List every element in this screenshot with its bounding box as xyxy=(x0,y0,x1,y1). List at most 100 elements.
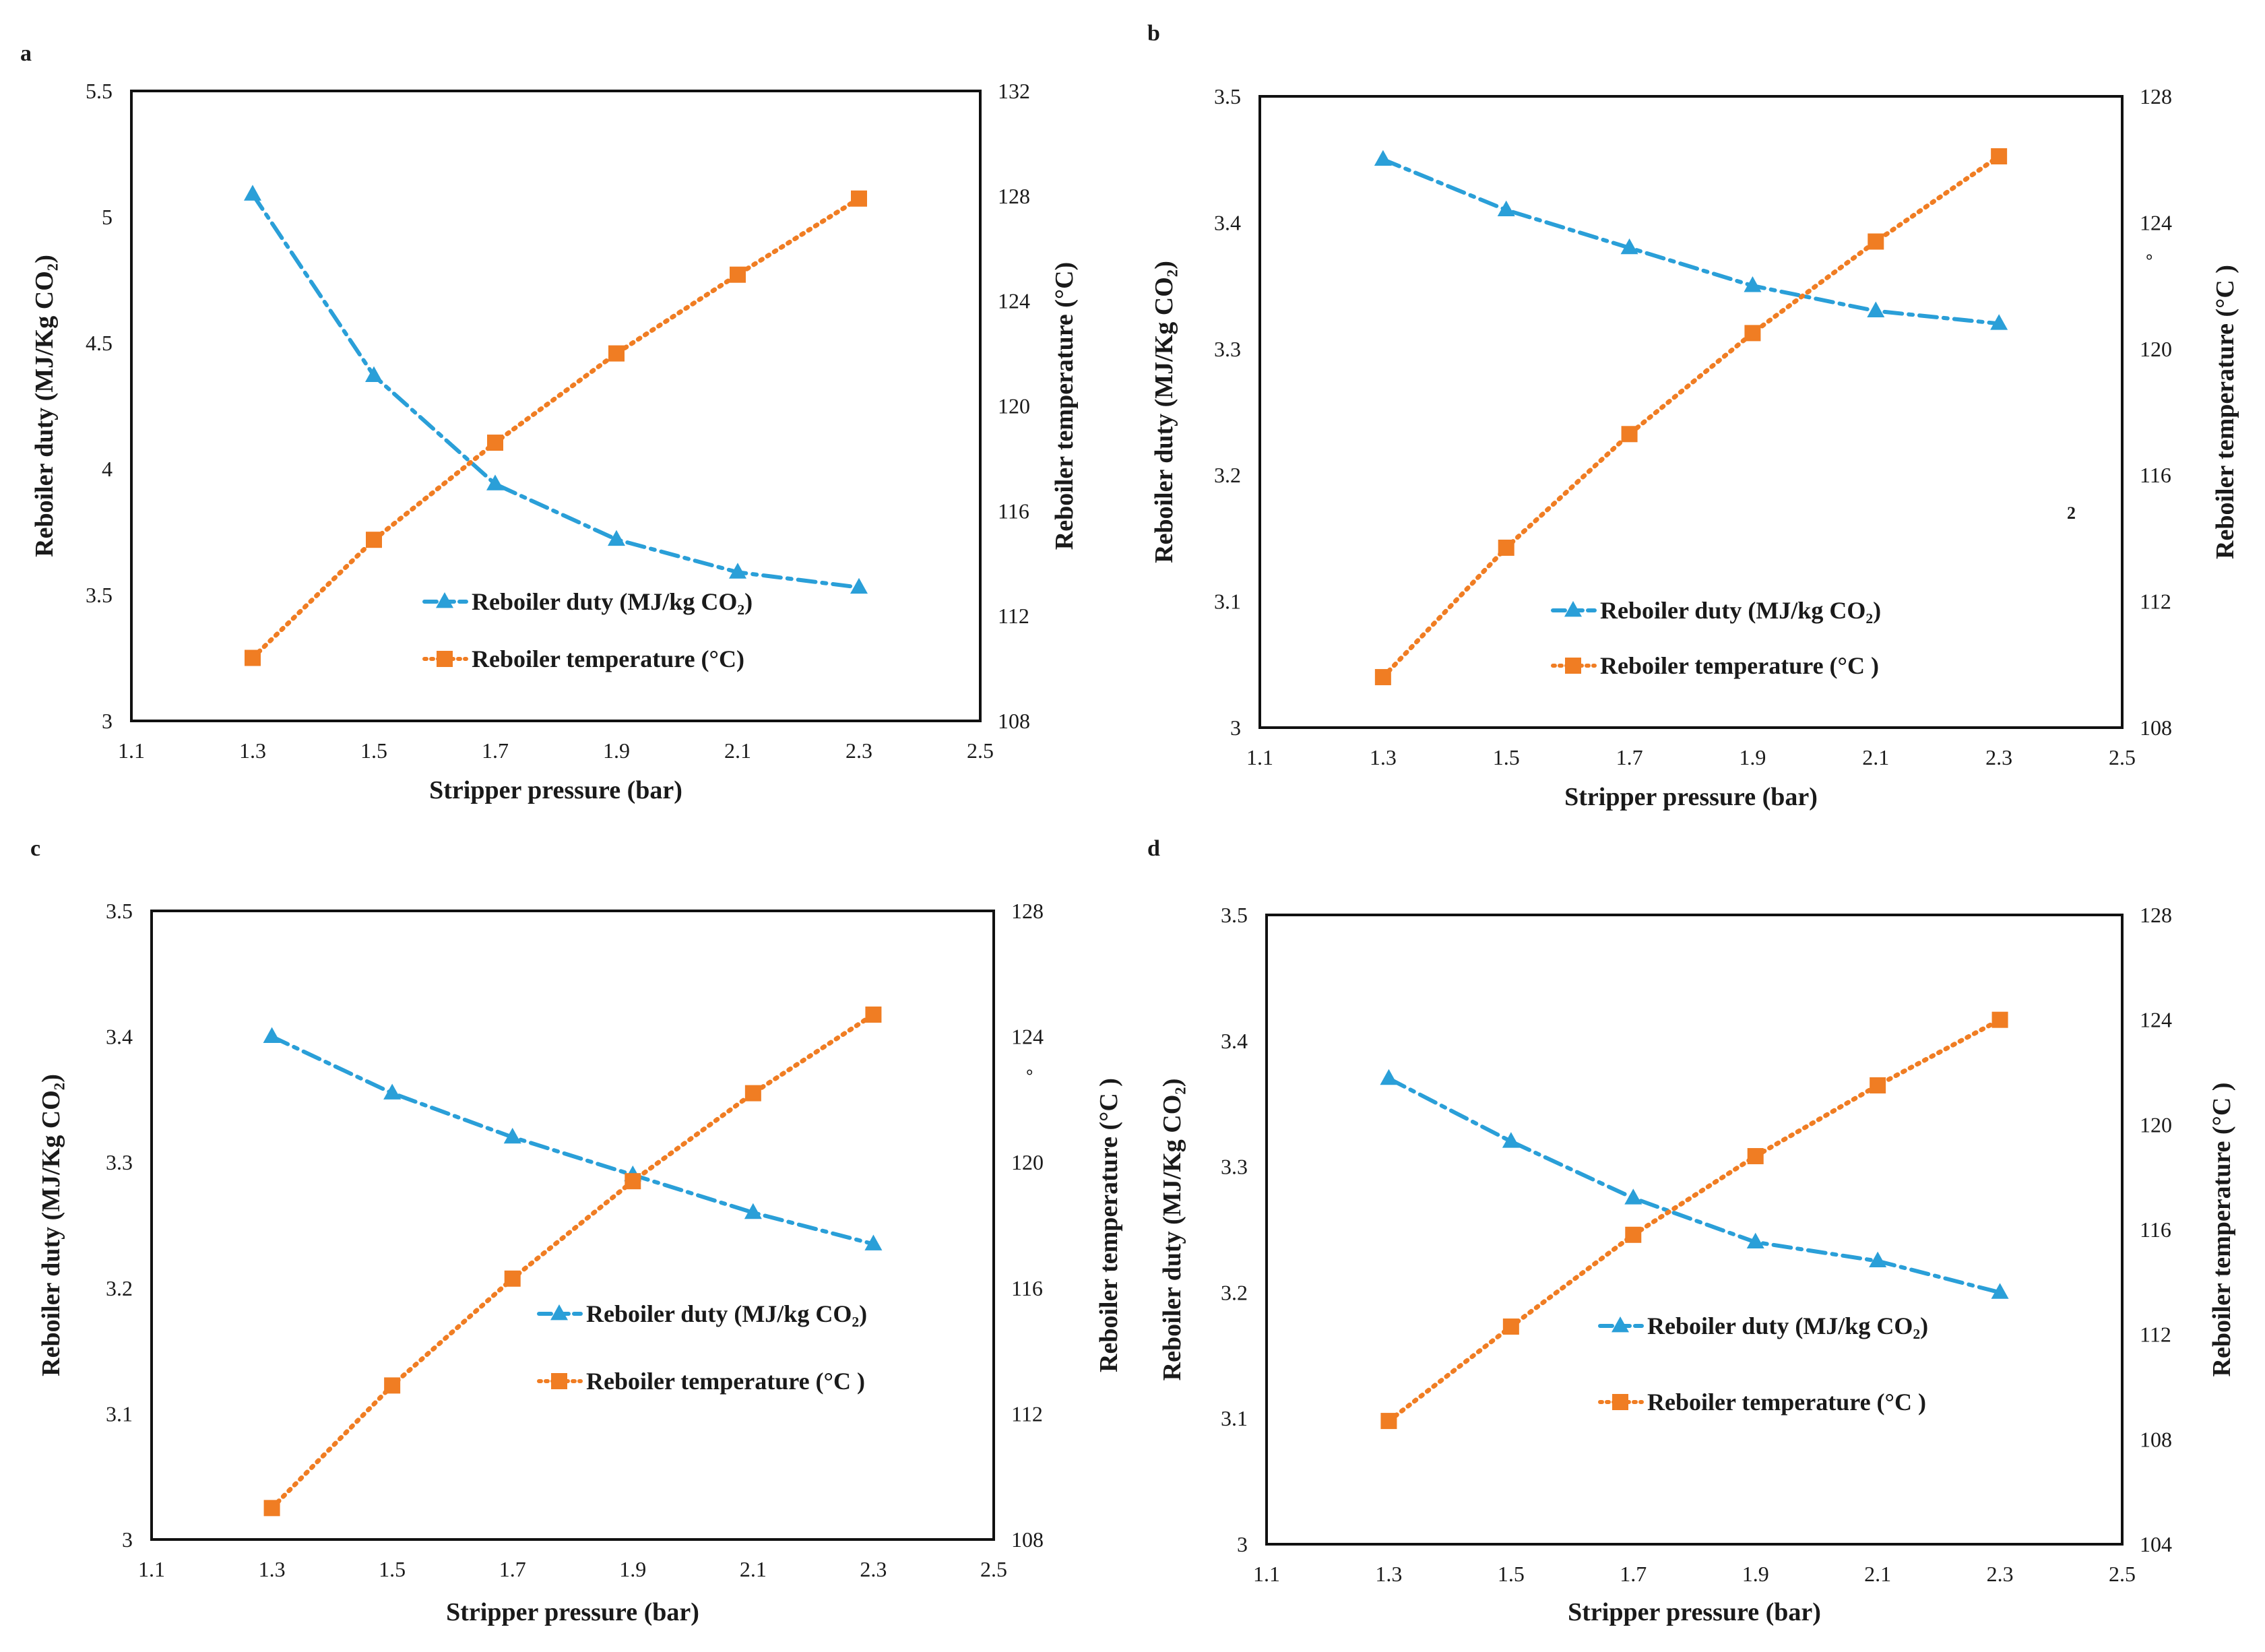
legend-temperature-label: Reboiler temperature (°C ) xyxy=(1647,1389,1926,1416)
y-tick-label: 5 xyxy=(102,205,113,229)
y2-axis-title: Reboiler temperature (°C ) xyxy=(2208,1083,2236,1377)
duty-point xyxy=(383,1083,402,1100)
temperature-point xyxy=(384,1377,401,1394)
x-tick-label: 1.7 xyxy=(1620,1562,1647,1586)
x-tick-label: 2.3 xyxy=(860,1557,887,1581)
y2-tick-label: 124 xyxy=(1011,1025,1044,1049)
y-tick-label: 3.2 xyxy=(1221,1280,1248,1304)
y2-tick-label: 116 xyxy=(998,499,1029,523)
y2-axis-title: Reboiler temperature (°C ) xyxy=(2211,265,2239,559)
y2-tick-label: 128 xyxy=(998,184,1030,208)
temperature-point xyxy=(245,649,261,666)
chart-panel-d: d 1.1 1.3 1.5 1.7 1.9 2.1 2.3 2.5 3 3.1 3.2 3.3 3.4 3.… xyxy=(1147,836,2236,1626)
x-tick-label: 2.5 xyxy=(2109,1562,2136,1586)
x-tick-label: 1.7 xyxy=(1616,745,1643,769)
y-tick-label: 3.5 xyxy=(86,583,113,607)
legend-temperature-label: Reboiler temperature (°C) xyxy=(472,645,744,672)
duty-point xyxy=(1991,1283,2009,1299)
y2-tick-label: 116 xyxy=(2140,463,2171,487)
panel-label: c xyxy=(30,836,40,861)
y2-tick-label: 116 xyxy=(2140,1217,2171,1242)
temperature-point xyxy=(1991,148,2008,165)
panel-label: a xyxy=(20,41,32,66)
y2-tick-label: 112 xyxy=(1011,1401,1043,1426)
y2-tick-label: 128 xyxy=(2140,84,2172,108)
y-tick-label: 4 xyxy=(102,457,113,481)
duty-series-line xyxy=(1386,1076,2002,1295)
duty-point xyxy=(1867,301,1885,317)
temperature-series-line xyxy=(1386,1017,2003,1424)
y-axis-title: Reboiler duty (MJ/Kg CO₂) xyxy=(30,255,59,557)
duty-point xyxy=(1746,1232,1764,1249)
duty-point xyxy=(1374,150,1392,166)
temperature-series-line xyxy=(1380,154,2002,680)
x-tick-label: 2.5 xyxy=(967,738,994,763)
x-axis-title: Stripper pressure (bar) xyxy=(1568,1598,1821,1626)
y-tick-label: 3.5 xyxy=(106,899,133,923)
x-tick-label: 1.7 xyxy=(482,738,509,763)
y2-tick-label: 120 xyxy=(2140,1112,2172,1137)
legend-duty-label: Reboiler duty (MJ/kg CO₂) xyxy=(586,1300,867,1327)
duty-point xyxy=(1380,1069,1398,1085)
chart-panel-c: c 1.1 1.3 1.5 1.7 1.9 2.1 2.3 2.5 3 3.1 3.2 3.3 3.4 3.… xyxy=(30,836,1123,1626)
y2-tick-label: 116 xyxy=(1011,1276,1043,1300)
temperature-point xyxy=(487,435,503,451)
y2-tick-label: 112 xyxy=(998,604,1029,628)
y-tick-label: 3 xyxy=(1230,716,1241,740)
x-tick-label: 1.1 xyxy=(118,738,145,763)
x-tick-label: 2.3 xyxy=(1985,745,2012,769)
plot-frame xyxy=(1265,914,2124,1546)
y-axis-title: Reboiler duty (MJ/Kg CO₂) xyxy=(1150,261,1178,563)
legend-duty-label: Reboiler duty (MJ/kg CO₂) xyxy=(1600,597,1881,624)
duty-point xyxy=(1744,276,1762,292)
temperature-series-line xyxy=(250,196,862,660)
temperature-point xyxy=(1747,1148,1764,1165)
plot-frame xyxy=(150,910,995,1541)
stray-mark: ° xyxy=(1026,1066,1033,1085)
y2-tick-label: 112 xyxy=(2140,590,2171,614)
duty-point xyxy=(486,474,504,490)
legend-duty-label: Reboiler duty (MJ/kg CO₂) xyxy=(472,588,753,615)
temperature-point xyxy=(1744,325,1761,342)
legend-duty-marker xyxy=(1612,1316,1629,1333)
y2-tick-label: 128 xyxy=(2140,903,2172,927)
temperature-point xyxy=(1868,233,1884,250)
y-tick-label: 3.2 xyxy=(106,1276,133,1300)
duty-point xyxy=(864,1234,883,1250)
temperature-point xyxy=(263,1500,280,1517)
legend-duty-marker xyxy=(1564,600,1582,617)
duty-point xyxy=(744,1203,762,1219)
y2-tick-label: 108 xyxy=(2140,1427,2172,1451)
y2-tick-label: 112 xyxy=(2140,1323,2171,1347)
y-tick-label: 3.1 xyxy=(1214,590,1241,614)
duty-point xyxy=(1990,314,2008,330)
duty-point xyxy=(365,366,383,382)
x-tick-label: 1.3 xyxy=(1370,745,1397,769)
x-tick-label: 2.1 xyxy=(1862,745,1889,769)
x-tick-label: 1.9 xyxy=(603,738,630,763)
x-tick-label: 2.5 xyxy=(980,1557,1007,1581)
x-axis-title: Stripper pressure (bar) xyxy=(1564,783,1818,811)
y-tick-label: 3.3 xyxy=(106,1150,133,1174)
plot-frame xyxy=(1258,95,2124,729)
x-tick-label: 1.7 xyxy=(499,1557,526,1581)
x-tick-label: 1.9 xyxy=(1742,1562,1769,1586)
y-axis-title: Reboiler duty (MJ/Kg CO₂) xyxy=(37,1074,65,1376)
x-tick-label: 1.3 xyxy=(259,1557,286,1581)
plot-frame xyxy=(130,90,982,722)
x-tick-label: 1.9 xyxy=(619,1557,646,1581)
legend-temperature-marker xyxy=(551,1373,567,1389)
x-tick-label: 1.5 xyxy=(1498,1562,1525,1586)
duty-point xyxy=(1620,238,1638,255)
y-tick-label: 3.1 xyxy=(1221,1406,1248,1430)
temperature-point xyxy=(1991,1011,2008,1028)
legend-temperature-marker xyxy=(437,651,453,667)
temperature-point xyxy=(366,532,382,548)
x-tick-label: 2.1 xyxy=(740,1557,767,1581)
y-tick-label: 3.5 xyxy=(1214,84,1241,108)
y-tick-label: 3.4 xyxy=(1221,1029,1248,1053)
x-tick-label: 2.3 xyxy=(846,738,872,763)
duty-point xyxy=(729,563,746,579)
y-tick-label: 5.5 xyxy=(86,79,113,103)
x-tick-label: 1.5 xyxy=(360,738,387,763)
